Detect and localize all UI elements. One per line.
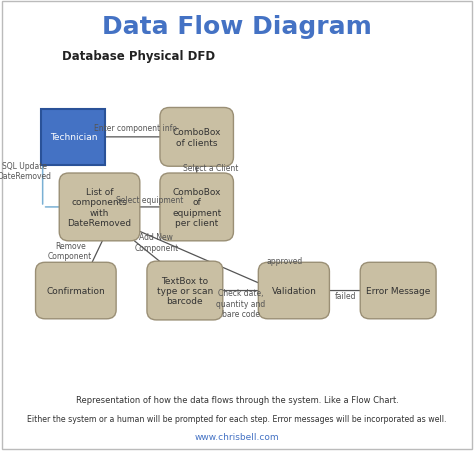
Text: Either the system or a human will be prompted for each step. Error messages will: Either the system or a human will be pro… xyxy=(27,414,447,423)
Text: SQL Update
DateRemoved: SQL Update DateRemoved xyxy=(0,162,52,181)
FancyBboxPatch shape xyxy=(360,262,436,319)
Text: Check date,
quantity and
bare code: Check date, quantity and bare code xyxy=(216,289,265,318)
Text: ComboBox
of clients: ComboBox of clients xyxy=(173,128,221,147)
Text: www.chrisbell.com: www.chrisbell.com xyxy=(195,432,279,441)
Text: failed: failed xyxy=(334,291,356,300)
Text: Confirmation: Confirmation xyxy=(46,286,105,295)
Text: List of
components
with
DateRemoved: List of components with DateRemoved xyxy=(67,188,132,227)
FancyBboxPatch shape xyxy=(160,174,233,241)
FancyBboxPatch shape xyxy=(36,262,116,319)
Text: Technician: Technician xyxy=(50,133,97,142)
Text: Validation: Validation xyxy=(272,286,316,295)
FancyBboxPatch shape xyxy=(147,262,223,320)
Text: Data Flow Diagram: Data Flow Diagram xyxy=(102,15,372,39)
FancyBboxPatch shape xyxy=(42,110,106,166)
Text: approved: approved xyxy=(266,256,302,265)
FancyBboxPatch shape xyxy=(160,108,233,167)
Text: TextBox to
type or scan
barcode: TextBox to type or scan barcode xyxy=(157,276,213,306)
Text: ComboBox
of
equipment
per client: ComboBox of equipment per client xyxy=(172,188,221,227)
Text: Error Message: Error Message xyxy=(366,286,430,295)
Text: Select equipment: Select equipment xyxy=(116,196,183,205)
FancyBboxPatch shape xyxy=(59,174,140,241)
Text: Add New
Component: Add New Component xyxy=(134,233,179,252)
FancyBboxPatch shape xyxy=(258,262,329,319)
Text: Remove
Component: Remove Component xyxy=(48,242,92,261)
Text: Select a Client: Select a Client xyxy=(183,164,238,173)
Text: Enter component info: Enter component info xyxy=(93,124,177,133)
Text: Database Physical DFD: Database Physical DFD xyxy=(62,50,215,62)
Text: Representation of how the data flows through the system. Like a Flow Chart.: Representation of how the data flows thr… xyxy=(75,395,399,404)
